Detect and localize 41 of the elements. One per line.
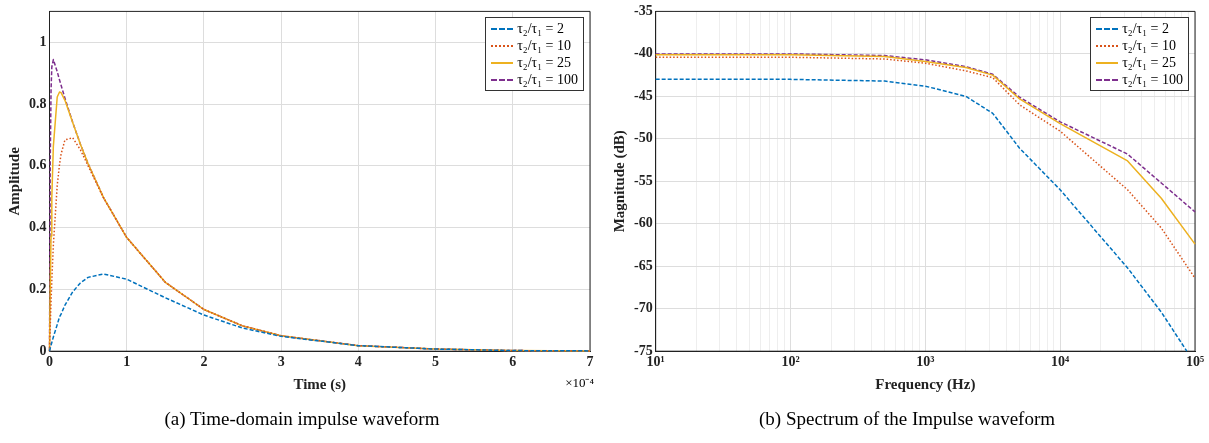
x-tick-label: 2	[200, 354, 208, 370]
x-tick-label: 10¹	[646, 354, 665, 370]
y-tick-label: -45	[633, 87, 653, 103]
y-axis-title: Amplitude	[5, 146, 22, 216]
y-tick-label: -65	[633, 257, 653, 273]
y-tick-label: 1	[39, 33, 47, 49]
y-tick-label: 0.2	[29, 281, 47, 297]
legend-label: τ₂/τ₁ = 2	[517, 20, 564, 38]
legend-label: τ₂/τ₁ = 25	[1122, 54, 1176, 72]
text: (b) Spectrum of the Impulse waveform	[758, 408, 1056, 430]
text: (a) Time-domain impulse waveform	[163, 408, 441, 430]
x-axis-title: Time (s)	[293, 375, 347, 393]
y-tick-label: 0.4	[29, 219, 47, 235]
x-tick-label: 7	[586, 354, 594, 370]
x-tick-label: 1	[123, 354, 131, 370]
y-axis-title: Magnitude (dB)	[610, 130, 628, 233]
x-tick-label: 10⁴	[1051, 354, 1071, 370]
legend-label: τ₂/τ₁ = 100	[517, 71, 578, 89]
y-tick-label: 0.6	[29, 157, 47, 173]
y-tick-label: -60	[633, 215, 653, 231]
y-tick-label: -55	[633, 172, 653, 188]
y-tick-label: -40	[633, 45, 653, 61]
y-tick-label: 0.8	[29, 95, 47, 111]
legend-label: τ₂/τ₁ = 2	[1122, 20, 1169, 38]
text: ×10⁻⁴	[565, 374, 594, 392]
y-tick-label: -70	[633, 300, 653, 316]
x-tick-label: 10³	[916, 354, 935, 370]
x-axis-title: Frequency (Hz)	[875, 375, 976, 393]
legend-label: τ₂/τ₁ = 10	[1122, 37, 1176, 55]
legend-label: τ₂/τ₁ = 25	[517, 54, 571, 72]
y-tick-label: -50	[633, 130, 653, 146]
y-tick-label: 0	[39, 342, 47, 358]
legend-label: τ₂/τ₁ = 10	[517, 37, 571, 55]
x-tick-label: 6	[509, 354, 517, 370]
y-tick-label: -35	[633, 3, 653, 19]
x-tick-label: 3	[277, 354, 285, 370]
x-tick-label: 10⁵	[1185, 354, 1205, 370]
x-tick-label: 4	[354, 354, 362, 370]
legend-label: τ₂/τ₁ = 100	[1122, 71, 1183, 89]
x-tick-label: 5	[432, 354, 440, 370]
x-tick-label: 10²	[781, 354, 800, 370]
